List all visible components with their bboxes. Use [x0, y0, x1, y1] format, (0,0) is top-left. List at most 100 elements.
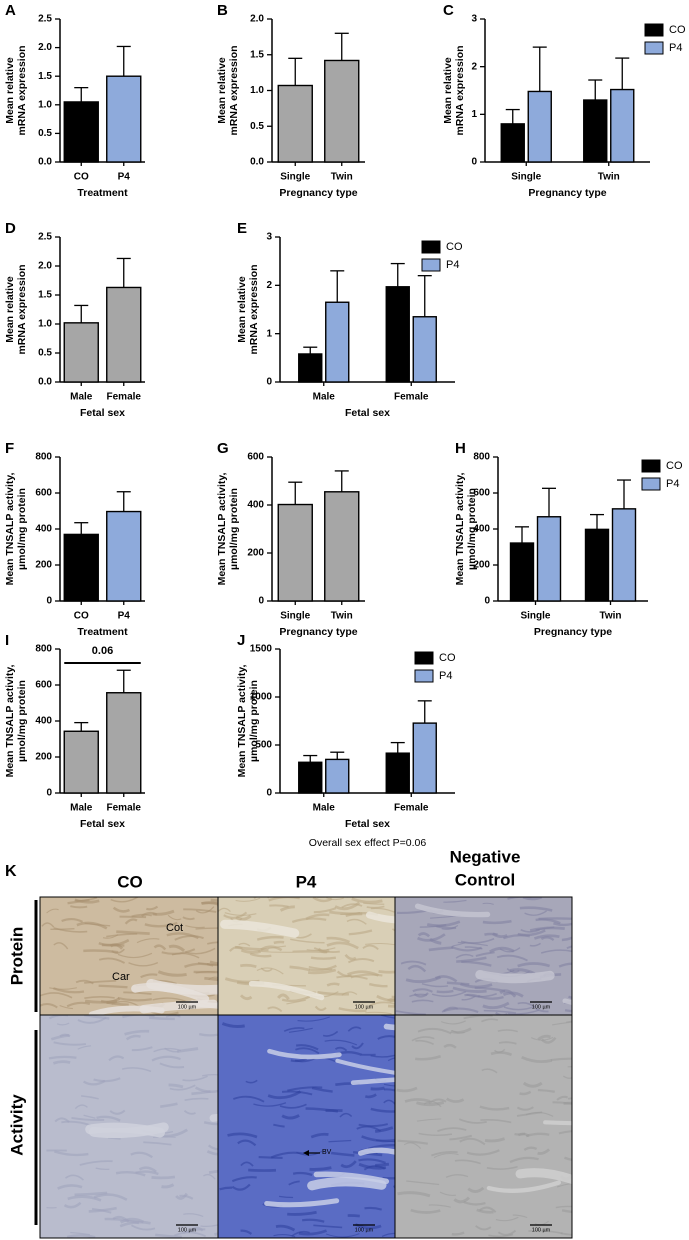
fiber — [535, 1008, 549, 1013]
fiber — [330, 1151, 355, 1157]
fiber — [419, 924, 447, 928]
fiber — [115, 1170, 146, 1177]
lumen — [267, 1048, 342, 1060]
fiber — [109, 1109, 126, 1115]
fiber — [50, 927, 75, 930]
bar — [106, 510, 142, 602]
fiber — [46, 908, 59, 914]
fiber — [235, 897, 261, 902]
fiber — [84, 922, 111, 927]
bar — [536, 516, 562, 602]
bar — [298, 353, 323, 383]
y-axis-title: Mean TNSALP activity, — [4, 473, 16, 586]
fiber — [503, 1005, 536, 1011]
fiber — [347, 1214, 360, 1218]
scale-bar-label: 100 µm — [355, 1004, 374, 1010]
x-axis-title: Fetal sex — [345, 407, 390, 419]
arrow-head — [303, 1150, 309, 1156]
lumen — [88, 1122, 169, 1139]
fiber — [93, 1193, 128, 1201]
bar — [584, 528, 610, 602]
panel-letter: E — [237, 220, 247, 237]
fiber — [111, 948, 125, 954]
fiber — [383, 1099, 395, 1106]
fiber — [278, 1195, 294, 1199]
fiber — [49, 987, 77, 990]
fiber — [341, 903, 363, 909]
fiber — [382, 1176, 395, 1180]
fiber — [151, 1175, 176, 1180]
x-tick-label: Single — [280, 172, 310, 183]
legend-swatch — [644, 23, 664, 37]
fiber — [74, 1104, 88, 1110]
row-header: Protein — [7, 927, 26, 986]
fiber — [165, 1015, 181, 1018]
fiber — [195, 927, 218, 930]
bar — [277, 503, 313, 602]
fiber — [351, 1042, 364, 1050]
y-axis-title: µmol/mg protein — [228, 488, 240, 570]
fiber — [130, 1151, 153, 1159]
fiber — [466, 1149, 500, 1156]
x-axis-title: Pregnancy type — [279, 626, 357, 638]
y-axis-title: Mean TNSALP activity, — [4, 665, 16, 778]
micrograph: 100 µm — [39, 1014, 219, 1239]
fiber — [77, 1045, 92, 1050]
fiber — [482, 902, 494, 905]
fiber — [281, 995, 311, 1003]
fiber — [340, 911, 361, 916]
fiber — [56, 1022, 70, 1026]
x-tick-label: Female — [107, 803, 142, 814]
fiber — [189, 1226, 204, 1233]
fiber — [183, 1213, 204, 1218]
fiber — [409, 993, 428, 998]
y-tick-label: 1.5 — [38, 71, 52, 82]
fiber — [74, 1191, 108, 1197]
x-tick-label: CO — [74, 611, 89, 622]
x-axis-title: Treatment — [77, 626, 128, 638]
fiber — [184, 1097, 209, 1101]
fiber — [396, 1086, 418, 1093]
fiber — [54, 1150, 89, 1157]
fiber — [326, 897, 344, 901]
y-tick-label: 200 — [35, 560, 52, 571]
fiber — [561, 936, 572, 942]
fiber — [364, 1206, 382, 1211]
y-tick-label: 3 — [266, 232, 272, 243]
fiber — [171, 952, 200, 959]
fiber — [433, 1152, 459, 1159]
fiber — [257, 950, 293, 953]
fiber — [326, 936, 351, 944]
fiber — [479, 1105, 510, 1111]
bar — [298, 761, 323, 794]
fiber — [404, 1098, 431, 1103]
fiber — [61, 917, 84, 923]
fiber — [269, 904, 289, 908]
y-axis-title: Mean TNSALP activity, — [216, 473, 228, 586]
y-axis-title: mRNA expression — [228, 45, 240, 135]
fiber — [40, 992, 73, 999]
x-tick-label: Male — [313, 803, 336, 814]
fiber — [313, 907, 337, 914]
fiber — [391, 928, 395, 932]
fiber — [529, 942, 541, 947]
fiber — [347, 958, 375, 964]
panel-letter: J — [237, 632, 245, 649]
fiber — [512, 1214, 528, 1219]
chart-panel: G Mean TNSALP activity, µmol/mg protein 0 20… — [216, 440, 365, 638]
fiber — [521, 1055, 553, 1064]
y-tick-label: 400 — [35, 716, 52, 727]
fiber — [525, 1132, 550, 1138]
fiber — [117, 952, 153, 959]
fiber — [260, 967, 273, 972]
fiber — [53, 942, 69, 950]
fiber — [370, 1086, 385, 1091]
fiber — [227, 1132, 258, 1139]
x-tick-label: Male — [70, 803, 93, 814]
legend-swatch — [641, 477, 661, 491]
fiber — [364, 1093, 377, 1099]
fiber — [288, 1180, 300, 1186]
lumen — [357, 1147, 395, 1156]
fiber — [358, 1158, 386, 1164]
chart-panel: C Mean relative mRNA expression 0 1 2 3 Single T… — [442, 2, 686, 199]
